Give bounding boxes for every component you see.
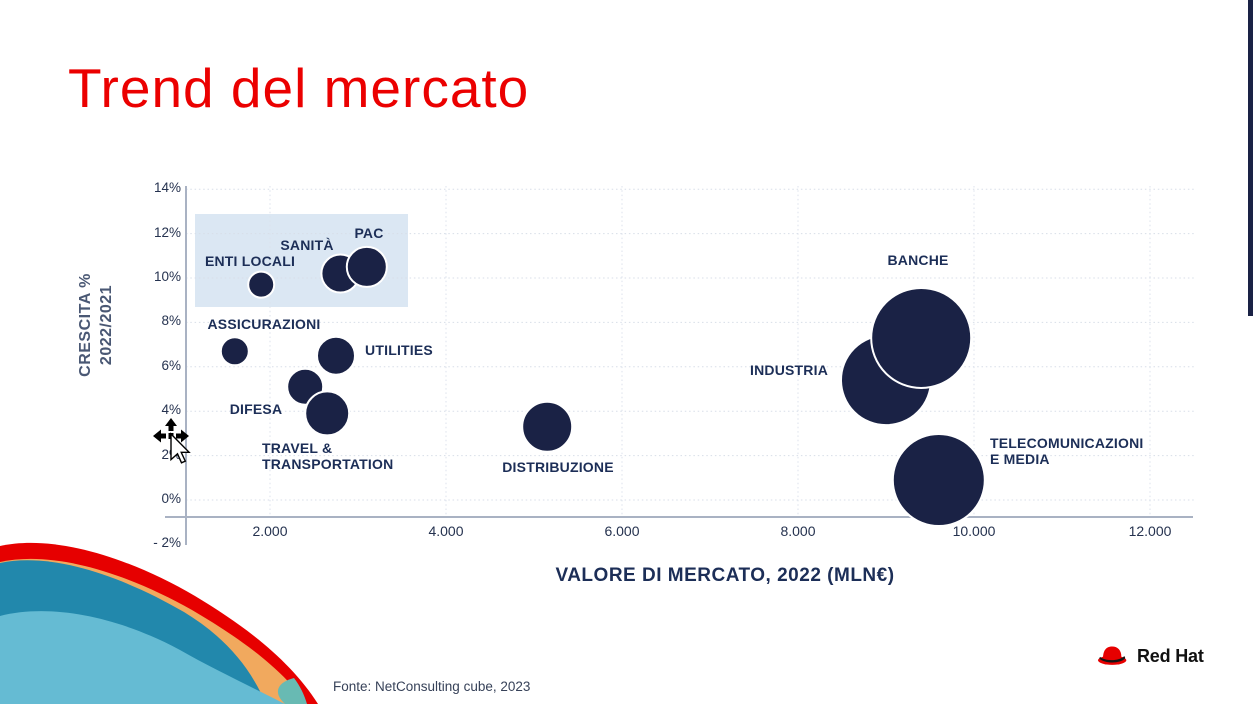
bubble-banche bbox=[870, 286, 973, 389]
redhat-wordmark: Red Hat bbox=[1137, 646, 1204, 666]
window-edge-strip bbox=[1248, 0, 1253, 316]
bubble-travel-transportation bbox=[304, 390, 351, 437]
redhat-hat-icon bbox=[1098, 646, 1127, 665]
page-title: Trend del mercato bbox=[68, 57, 530, 119]
bubble-utilities bbox=[316, 335, 356, 376]
move-cursor-icon bbox=[153, 418, 191, 464]
redhat-logo: Red Hat bbox=[1096, 644, 1204, 669]
bubble-assicurazioni bbox=[219, 336, 250, 367]
corner-decoration bbox=[0, 542, 318, 704]
source-note: Fonte: NetConsulting cube, 2023 bbox=[333, 679, 531, 694]
x-axis-title: VALORE DI MERCATO, 2022 (MLN€) bbox=[555, 565, 895, 586]
bubble-pac bbox=[345, 245, 388, 288]
bubble-distribuzione bbox=[521, 400, 574, 453]
bubble-telecomunicazioni-e-media bbox=[891, 433, 986, 528]
bubble-enti-locali bbox=[247, 270, 276, 299]
